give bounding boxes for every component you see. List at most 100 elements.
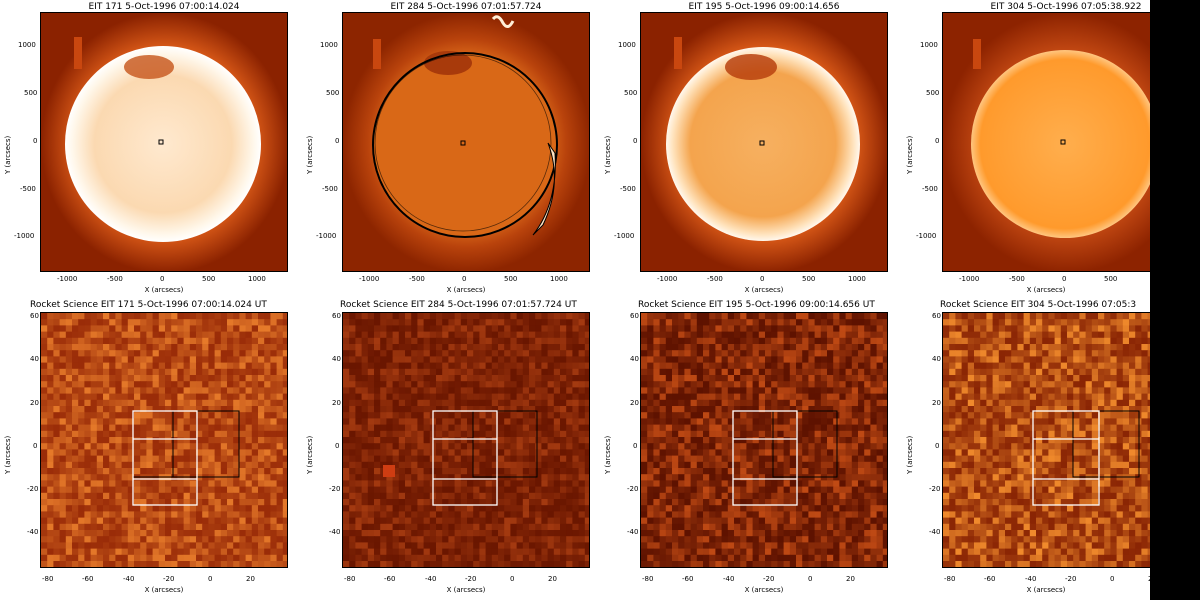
y-tick: -40 xyxy=(27,528,39,536)
x-axis-label: X (arcsecs) xyxy=(744,286,784,294)
y-tick: -40 xyxy=(329,528,341,536)
x-tick: -20 xyxy=(1065,575,1077,583)
x-tick: -80 xyxy=(944,575,956,583)
panel-title: Rocket Science EIT 284 5-Oct-1996 07:01:… xyxy=(340,300,577,310)
panel-title: EIT 171 5-Oct-1996 07:00:14.024 xyxy=(88,2,240,12)
x-tick: -60 xyxy=(682,575,694,583)
x-tick: -40 xyxy=(1025,575,1037,583)
x-tick: -20 xyxy=(465,575,477,583)
x-tick: -500 xyxy=(1009,275,1025,283)
y-tick: 1000 xyxy=(920,41,938,49)
y-tick: 500 xyxy=(926,89,940,97)
y-tick: 60 xyxy=(332,312,341,320)
panel-eit284: EIT 284 5-Oct-1996 07:01:57.724 Y (arcse… xyxy=(300,0,600,300)
y-tick: 60 xyxy=(932,312,941,320)
x-tick: 500 xyxy=(202,275,216,283)
x-tick: 0 xyxy=(462,275,467,283)
y-tick: 40 xyxy=(932,355,941,363)
y-axis-label: Y (arcsecs) xyxy=(4,435,12,474)
panel-rocket-171: Rocket Science EIT 171 5-Oct-1996 07:00:… xyxy=(0,300,300,600)
x-tick: 1000 xyxy=(550,275,568,283)
y-tick: 0 xyxy=(633,137,638,145)
y-tick: 0 xyxy=(33,137,38,145)
x-tick: -40 xyxy=(723,575,735,583)
zoom-image-284 xyxy=(342,312,590,568)
y-tick: 0 xyxy=(935,137,940,145)
zoom-image-171 xyxy=(40,312,288,568)
y-tick: 40 xyxy=(630,355,639,363)
x-axis-label: X (arcsecs) xyxy=(144,586,184,594)
x-tick: -80 xyxy=(42,575,54,583)
sun-image-284 xyxy=(342,12,590,272)
zoom-image-195 xyxy=(640,312,888,568)
y-tick: -1000 xyxy=(14,232,35,240)
x-tick: -500 xyxy=(409,275,425,283)
y-axis-label: Y (arcsecs) xyxy=(306,135,314,174)
x-tick: 20 xyxy=(246,575,255,583)
y-axis-label: Y (arcsecs) xyxy=(906,435,914,474)
sun-image-195 xyxy=(640,12,888,272)
panel-eit304: EIT 304 5-Oct-1996 07:05:38.922 Y (arcse… xyxy=(900,0,1190,300)
x-tick: -1000 xyxy=(57,275,78,283)
x-tick: 1000 xyxy=(248,275,266,283)
x-tick: 1000 xyxy=(848,275,866,283)
panel-rocket-284: Rocket Science EIT 284 5-Oct-1996 07:01:… xyxy=(300,300,600,600)
y-tick: 0 xyxy=(33,442,38,450)
x-tick: 0 xyxy=(208,575,213,583)
y-tick: -1000 xyxy=(316,232,337,240)
y-tick: -40 xyxy=(627,528,639,536)
y-tick: 20 xyxy=(630,399,639,407)
y-tick: -40 xyxy=(929,528,941,536)
panel-rocket-304: Rocket Science EIT 304 5-Oct-1996 07:05:… xyxy=(900,300,1190,600)
x-tick: 20 xyxy=(548,575,557,583)
x-tick: -1000 xyxy=(359,275,380,283)
x-axis-label: X (arcsecs) xyxy=(1026,286,1066,294)
right-edge-black-bar xyxy=(1150,0,1200,600)
panel-title: Rocket Science EIT 195 5-Oct-1996 09:00:… xyxy=(638,300,875,310)
x-tick: -40 xyxy=(123,575,135,583)
y-tick: 20 xyxy=(30,399,39,407)
x-tick: 500 xyxy=(504,275,518,283)
sun-image-171 xyxy=(40,12,288,272)
panel-title: EIT 195 5-Oct-1996 09:00:14.656 xyxy=(688,2,840,12)
y-axis-label: Y (arcsecs) xyxy=(906,135,914,174)
y-tick: 0 xyxy=(335,137,340,145)
x-tick: -1000 xyxy=(959,275,980,283)
x-tick: -40 xyxy=(425,575,437,583)
y-tick: 60 xyxy=(630,312,639,320)
x-tick: 20 xyxy=(846,575,855,583)
x-tick: -80 xyxy=(642,575,654,583)
y-tick: 0 xyxy=(335,442,340,450)
x-tick: -60 xyxy=(384,575,396,583)
panel-rocket-195: Rocket Science EIT 195 5-Oct-1996 09:00:… xyxy=(600,300,900,600)
y-tick: 60 xyxy=(30,312,39,320)
y-axis-label: Y (arcsecs) xyxy=(604,435,612,474)
x-tick: 0 xyxy=(160,275,165,283)
y-tick: -1000 xyxy=(614,232,635,240)
y-tick: -20 xyxy=(929,485,941,493)
x-tick: -1000 xyxy=(657,275,678,283)
panel-title: EIT 304 5-Oct-1996 07:05:38.922 xyxy=(990,2,1142,12)
y-tick: -500 xyxy=(322,185,338,193)
y-tick: -500 xyxy=(922,185,938,193)
y-tick: -20 xyxy=(27,485,39,493)
y-tick: 1000 xyxy=(18,41,36,49)
x-tick: 0 xyxy=(1062,275,1067,283)
sun-image-304 xyxy=(942,12,1190,272)
y-tick: 500 xyxy=(624,89,638,97)
x-axis-label: X (arcsecs) xyxy=(144,286,184,294)
y-tick: 0 xyxy=(633,442,638,450)
y-axis-label: Y (arcsecs) xyxy=(306,435,314,474)
x-tick: 0 xyxy=(808,575,813,583)
y-tick: -500 xyxy=(620,185,636,193)
panel-title: EIT 284 5-Oct-1996 07:01:57.724 xyxy=(390,2,542,12)
panel-eit195: EIT 195 5-Oct-1996 09:00:14.656 xyxy=(600,0,900,300)
x-tick: -60 xyxy=(984,575,996,583)
panel-title: Rocket Science EIT 304 5-Oct-1996 07:05:… xyxy=(940,300,1137,310)
y-tick: 1000 xyxy=(618,41,636,49)
zoom-image-304 xyxy=(942,312,1190,568)
x-tick: 0 xyxy=(760,275,765,283)
x-tick: -60 xyxy=(82,575,94,583)
x-tick: -20 xyxy=(763,575,775,583)
y-tick: -20 xyxy=(329,485,341,493)
